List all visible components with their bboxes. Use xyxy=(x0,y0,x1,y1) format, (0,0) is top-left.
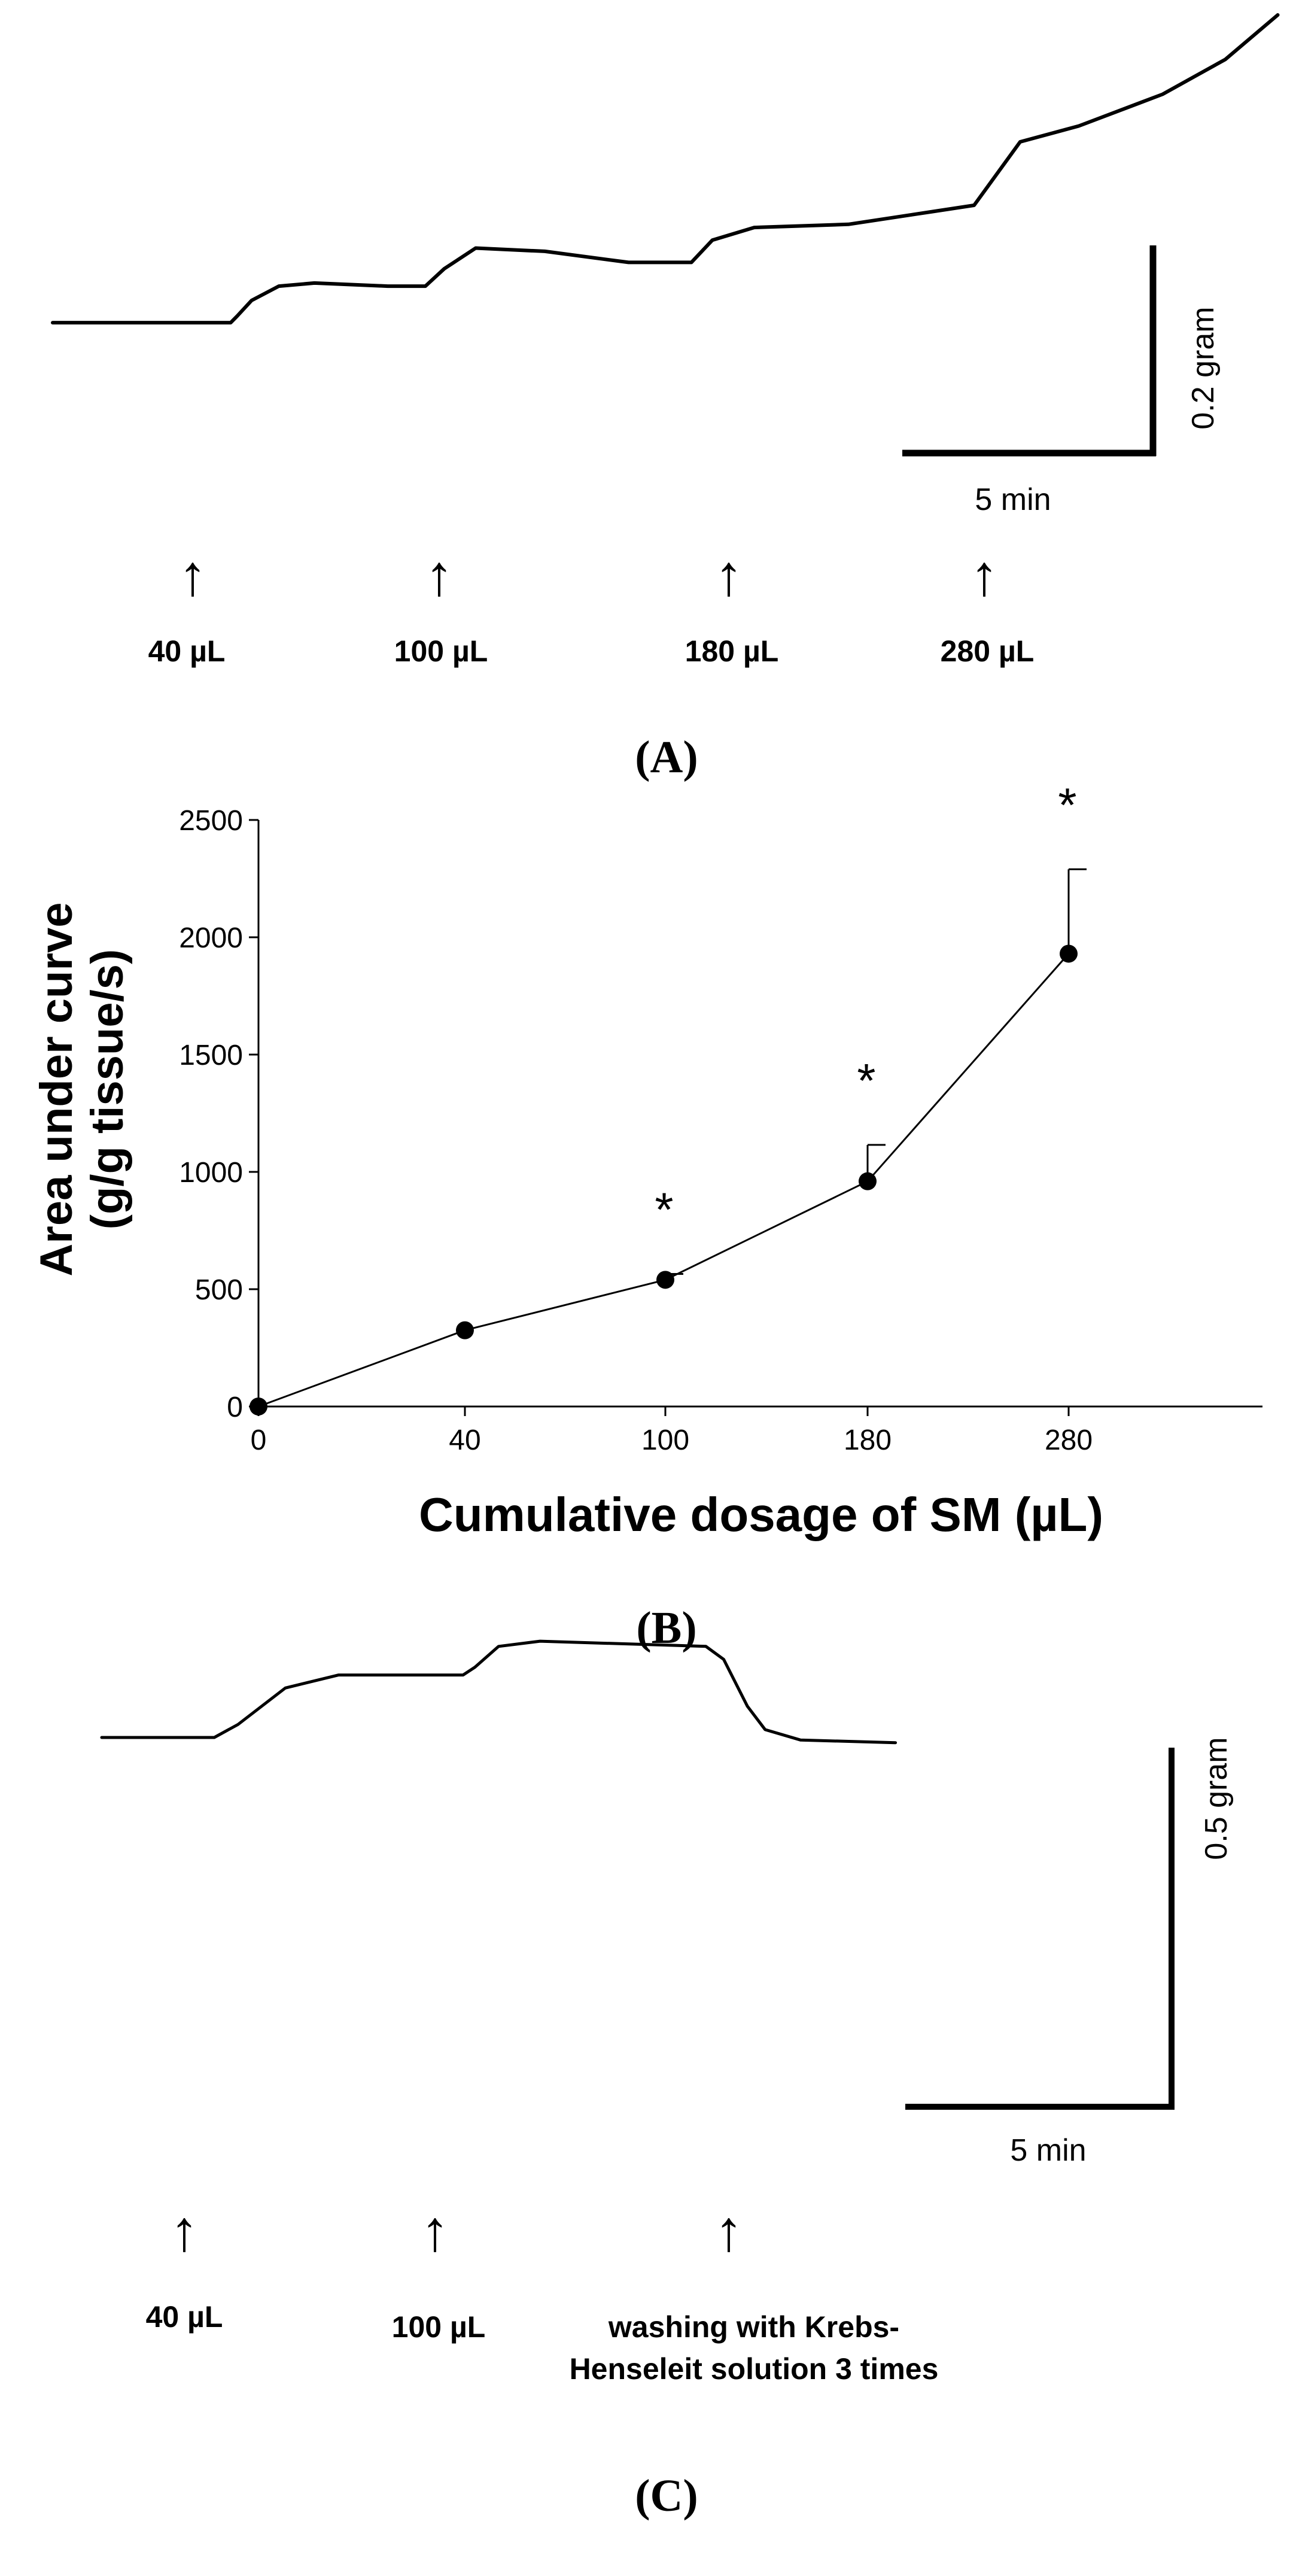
x-axis-ticks: 0 40 100 180 280 xyxy=(251,1407,1093,1456)
series-line xyxy=(258,953,1070,1408)
panel-a-arrow-4: ↑ xyxy=(970,543,999,607)
y-axis-label-line2: (g/g tissue/s) xyxy=(82,949,133,1230)
x-tick-label: 180 xyxy=(844,1424,892,1456)
y-tick-label: 1500 xyxy=(179,1040,243,1071)
y-tick-label: 500 xyxy=(195,1274,243,1306)
panel-a-addition-label: 180 µL xyxy=(685,634,779,668)
data-point xyxy=(456,1321,474,1339)
panel-c-scalebar-vertical-label: 0.5 gram xyxy=(1199,1737,1234,1860)
panel-a-addition-label: 40 µL xyxy=(148,634,226,668)
panel-c-arrow-2: ↑ xyxy=(421,2199,449,2263)
significance-star: * xyxy=(857,1054,875,1107)
panel-c-arrow-1: ↑ xyxy=(170,2199,199,2263)
panel-c-washing-label-line2: Henseleit solution 3 times xyxy=(570,2352,939,2386)
panel-b-chart: 0 500 1000 1500 2000 2500 0 40 100 180 280 * * * Ar… xyxy=(31,778,1262,1653)
data-point xyxy=(250,1398,267,1415)
panel-c-addition-label: 40 µL xyxy=(146,2300,223,2334)
error-bars xyxy=(664,868,1087,1280)
panel-a-addition-label: 280 µL xyxy=(941,634,1035,668)
panel-c-scalebar-horizontal-label: 5 min xyxy=(1010,2133,1086,2168)
data-point xyxy=(1060,944,1078,963)
panel-c-tension-trace xyxy=(100,1639,898,1745)
significance-star: * xyxy=(655,1183,673,1237)
x-tick-label: 100 xyxy=(641,1424,689,1456)
x-tick-label: 0 xyxy=(251,1424,267,1456)
y-axis-ticks: 0 500 1000 1500 2000 2500 xyxy=(179,805,258,1423)
y-tick-label: 2000 xyxy=(179,922,243,954)
significance-markers: * * * xyxy=(655,778,1076,1236)
x-axis-label: Cumulative dosage of SM (µL) xyxy=(419,1488,1103,1541)
data-points xyxy=(250,944,1078,1415)
y-tick-label: 2500 xyxy=(179,805,243,837)
panel-a-arrow-2: ↑ xyxy=(425,543,454,607)
panel-a-tension-trace xyxy=(51,13,1280,325)
panel-c-washing-label-line1: washing with Krebs- xyxy=(608,2310,899,2344)
panel-c-label: (C) xyxy=(635,2471,698,2521)
panel-c: 0.5 gram 5 min ↑ ↑ ↑ 40 µL 100 µL washin… xyxy=(100,1639,1234,2521)
data-point xyxy=(656,1271,674,1289)
y-tick-label: 1000 xyxy=(179,1157,243,1189)
data-point xyxy=(859,1172,877,1190)
panel-a-label: (A) xyxy=(635,732,698,782)
panel-a-scalebar-vertical-label: 0.2 gram xyxy=(1186,306,1221,429)
y-axis-label-line1: Area under curve xyxy=(31,902,82,1276)
panel-a-scalebar-horizontal-label: 5 min xyxy=(975,482,1051,517)
significance-star: * xyxy=(1058,778,1076,831)
panel-a: 0.2 gram 5 min ↑ ↑ ↑ ↑ 40 µL 100 µL 180 … xyxy=(51,13,1280,782)
panel-a-arrow-3: ↑ xyxy=(714,543,743,607)
panel-a-addition-label: 100 µL xyxy=(394,634,488,668)
x-tick-label: 40 xyxy=(449,1424,480,1456)
panel-c-addition-label: 100 µL xyxy=(392,2310,486,2344)
panel-c-arrow-3: ↑ xyxy=(714,2199,743,2263)
y-tick-label: 0 xyxy=(227,1392,243,1423)
x-tick-label: 280 xyxy=(1045,1424,1093,1456)
panel-a-arrow-1: ↑ xyxy=(178,543,207,607)
